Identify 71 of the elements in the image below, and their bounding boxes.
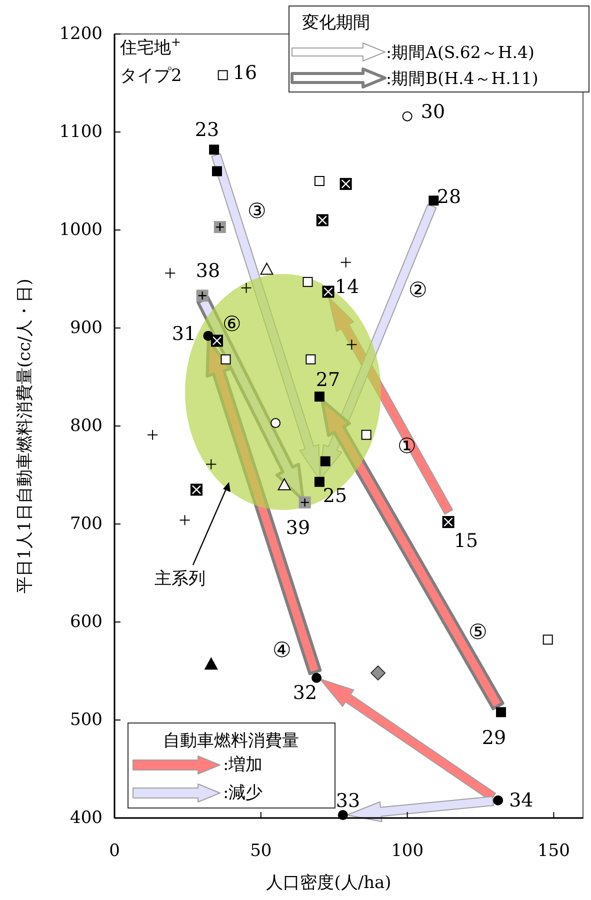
annotation: ⑥ (222, 312, 242, 336)
point (147, 429, 158, 440)
point (314, 392, 324, 402)
x-tick-label: 0 (109, 841, 120, 861)
annotation: 住宅地$^{+}$ (119, 35, 181, 58)
text: 変化期間 (302, 13, 370, 33)
point (179, 514, 190, 526)
point (209, 144, 220, 155)
annotation: 16 (232, 62, 258, 84)
point (278, 478, 291, 490)
annotation: 主系列 (154, 569, 206, 589)
point (203, 330, 214, 341)
annotation: 27 (316, 369, 340, 391)
y-tick-label: 800 (70, 416, 102, 436)
annotation: 32 (292, 682, 318, 704)
point (361, 430, 372, 440)
annotation: 39 (286, 517, 310, 539)
y-tick-label: 1100 (59, 122, 102, 142)
point (240, 282, 252, 294)
point (204, 658, 218, 670)
annotation: 15 (454, 530, 478, 552)
y-tick-label: 600 (70, 612, 102, 632)
point (346, 339, 358, 350)
point (206, 458, 217, 470)
annotation: 25 (322, 485, 348, 507)
annotation: :減少 (223, 783, 263, 803)
point (306, 354, 316, 364)
x-tick-label: 50 (250, 841, 272, 861)
point (302, 276, 313, 287)
annotation: ② (408, 278, 428, 302)
point (493, 795, 504, 806)
annotation: :期間A(S.62～H.4) (386, 42, 534, 62)
point (260, 262, 274, 275)
point (320, 456, 330, 466)
annotation: 33 (336, 790, 360, 812)
annotation: ① (398, 434, 416, 458)
point (164, 268, 176, 279)
y-axis-title: 平日1人1日自動車燃料消費量(cc/人・日) (15, 278, 35, 594)
annotation: 29 (482, 727, 506, 749)
y-tick-label: 1000 (59, 220, 102, 240)
annotation: 28 (436, 186, 462, 208)
annotation: 31 (172, 323, 196, 345)
annotation: 23 (194, 119, 220, 141)
x-tick-label: 150 (537, 841, 570, 861)
annotation: 38 (196, 260, 220, 282)
y-tick-label: 700 (70, 514, 102, 534)
annotation: :期間B(H.4～H.11) (386, 68, 538, 88)
point (496, 707, 506, 718)
x-tick-label: 100 (391, 841, 424, 861)
point (314, 476, 324, 487)
point (340, 256, 352, 268)
point (212, 166, 222, 176)
annotation: 34 (509, 789, 534, 812)
annotation: ⑤ (468, 620, 488, 644)
y-tick-label: 1200 (59, 24, 102, 44)
y-tick-label: 400 (70, 808, 102, 828)
x-axis-title: 人口密度(人/ha) (266, 873, 392, 893)
point (312, 672, 322, 683)
annotation: ④ (272, 638, 292, 662)
annotation: 30 (420, 101, 446, 123)
annotation: 自動車燃料消費量 (163, 731, 299, 751)
y-tick-label: 900 (70, 318, 102, 338)
point (370, 665, 386, 680)
point (270, 418, 281, 428)
annotation: タイプ2 (120, 66, 182, 86)
point (428, 196, 439, 206)
y-tick-label: 500 (70, 710, 102, 730)
annotation: 14 (334, 276, 360, 298)
point (220, 354, 231, 364)
annotation: ③ (248, 199, 266, 223)
annotation: :増加 (223, 755, 263, 775)
